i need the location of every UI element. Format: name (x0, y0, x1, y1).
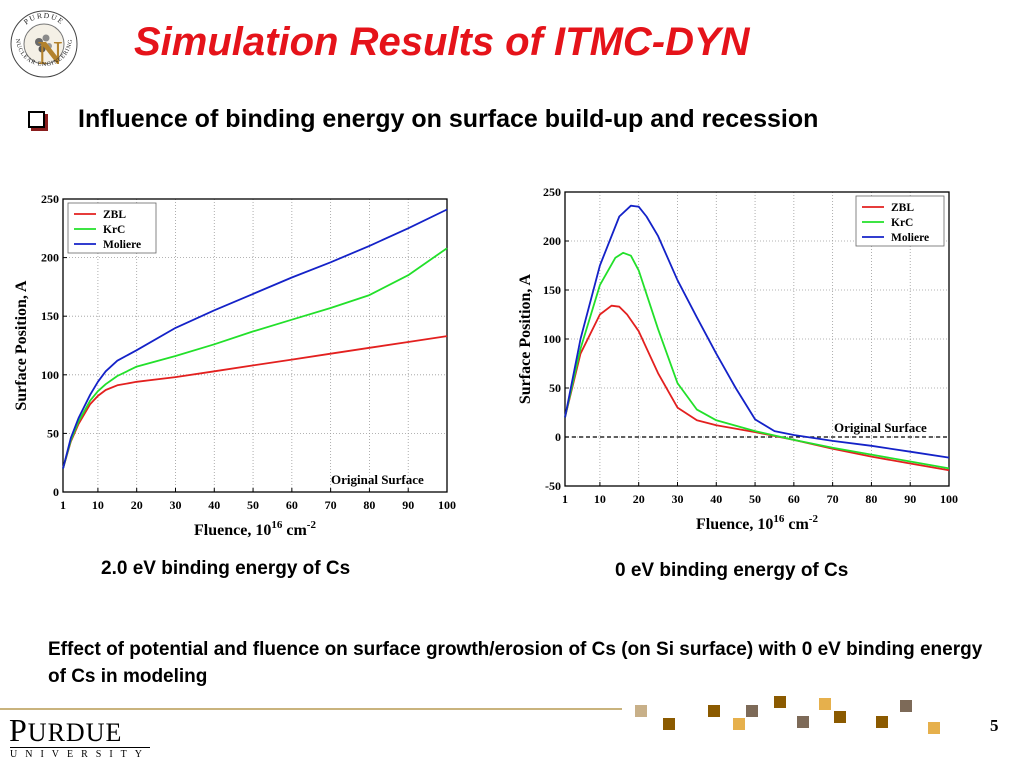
purdue-wordmark-rest: URDUE (27, 718, 123, 747)
x-tick-label: 40 (710, 492, 722, 506)
x-tick-label: 1 (60, 498, 66, 512)
plot-frame (62, 198, 448, 493)
logo-letter: N (38, 35, 63, 72)
decorative-square (797, 716, 809, 728)
y-axis-label: Surface Position, A (517, 273, 534, 404)
slide-subtitle: Influence of binding energy on surface b… (78, 105, 819, 133)
y-tick-label: 150 (543, 283, 561, 297)
chart-left: 1 10 20 30 40 50 60 70 80 90 100 0 50 100 150 200 250 ZBL… (13, 192, 456, 539)
y-axis-label: Surface Position, A (13, 280, 30, 411)
legend: ZBL KrC Moliere (67, 202, 157, 254)
y-tick-label: 200 (543, 234, 561, 248)
footer-divider (0, 708, 622, 710)
decorative-square (834, 711, 846, 723)
legend-label-krc: KrC (103, 224, 125, 236)
x-tick-label: 80 (865, 492, 877, 506)
x-axis-label: Fluence, 1016 cm-2 (194, 519, 316, 539)
x-tick-label: 40 (208, 498, 220, 512)
legend-label-krc: KrC (891, 217, 913, 229)
chart-right: 1 10 20 30 40 50 60 70 80 90 100 -50 0 50 100 150 200 250… (517, 185, 958, 533)
x-tick-label: 30 (169, 498, 181, 512)
y-tick-label: 150 (41, 309, 59, 323)
slide-title: Simulation Results of ITMC-DYN (134, 20, 750, 64)
plot-area: 1 10 20 30 40 50 60 70 80 90 100 0 50 100 150 200 250 (41, 192, 456, 512)
x-tick-label: 90 (904, 492, 916, 506)
y-tick-label: 0 (53, 485, 59, 499)
x-tick-label: 30 (671, 492, 683, 506)
decorative-square (635, 705, 647, 717)
series-line-zbl (564, 304, 950, 472)
x-tick-label: 60 (286, 498, 298, 512)
y-tick-label: 0 (555, 430, 561, 444)
x-tick-label: 20 (633, 492, 645, 506)
legend-label-moliere: Moliere (103, 239, 141, 251)
x-tick-label: 90 (402, 498, 414, 512)
series-line-krc (62, 247, 448, 469)
y-tick-label: 50 (549, 381, 561, 395)
purdue-university-label: UNIVERSITY (10, 747, 150, 760)
decorative-square (733, 718, 745, 730)
caption-right: 0 eV binding energy of Cs (615, 560, 849, 581)
x-axis-label: Fluence, 1016 cm-2 (696, 513, 818, 533)
y-tick-label: 250 (41, 192, 59, 206)
x-tick-label: 10 (594, 492, 606, 506)
series-line-moliere (62, 208, 448, 469)
decorative-square (774, 696, 786, 708)
decorative-square (819, 698, 831, 710)
legend-label-zbl: ZBL (891, 202, 914, 214)
decorative-square (928, 722, 940, 734)
legend-label-zbl: ZBL (103, 209, 126, 221)
decorative-square (876, 716, 888, 728)
bullet-square-icon (28, 111, 45, 128)
decorative-square (900, 700, 912, 712)
x-tick-label: 10 (92, 498, 104, 512)
x-tick-label: 20 (131, 498, 143, 512)
x-tick-label: 50 (247, 498, 259, 512)
purdue-nuclear-engineering-logo: N PURDUE NUCLEAR ENGINEERING (10, 10, 78, 78)
y-tick-label: 100 (543, 332, 561, 346)
x-tick-label: 60 (788, 492, 800, 506)
purdue-wordmark-initial: P (9, 712, 28, 748)
x-tick-label: 70 (325, 498, 337, 512)
bottom-description: Effect of potential and fluence on surfa… (48, 639, 983, 687)
annotation-original-surface: Original Surface (834, 420, 927, 435)
x-tick-label: 100 (940, 492, 958, 506)
legend-label-moliere: Moliere (891, 232, 929, 244)
purdue-wordmark: PURDUE (9, 712, 122, 749)
decorative-square (708, 705, 720, 717)
x-tick-label: 70 (827, 492, 839, 506)
plot-area: 1 10 20 30 40 50 60 70 80 90 100 -50 0 50 100 150 200 250 (543, 185, 958, 506)
x-tick-label: 50 (749, 492, 761, 506)
x-tick-label: 80 (363, 498, 375, 512)
series-line-moliere (564, 204, 950, 459)
annotation-original-surface: Original Surface (331, 472, 424, 487)
y-tick-label: 200 (41, 251, 59, 265)
y-tick-label: 250 (543, 185, 561, 199)
decorative-square (746, 705, 758, 717)
y-tick-label: 50 (47, 426, 59, 440)
decorative-square (663, 718, 675, 730)
caption-left: 2.0 eV binding energy of Cs (101, 558, 351, 579)
page-number: 5 (990, 716, 999, 735)
y-tick-label: 100 (41, 368, 59, 382)
x-tick-label: 100 (438, 498, 456, 512)
y-tick-label: -50 (545, 479, 561, 493)
x-tick-label: 1 (562, 492, 568, 506)
series-line-zbl (62, 335, 448, 469)
series-line-krc (564, 251, 950, 470)
legend: ZBL KrC Moliere (855, 195, 945, 247)
